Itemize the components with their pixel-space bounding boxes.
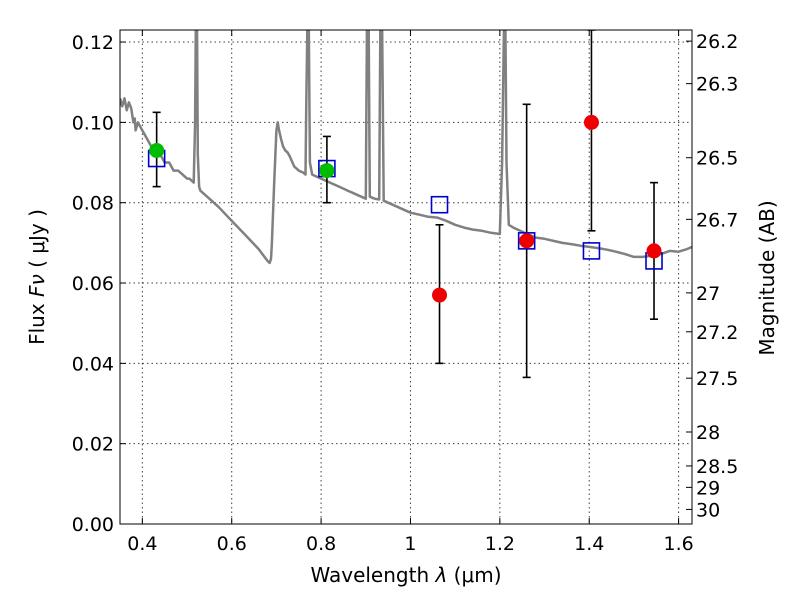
y2-tick-label: 29 (696, 477, 720, 499)
x-tick-label: 1 (404, 533, 416, 555)
grid (120, 30, 692, 525)
y2-axis-label: Magnitude (AB) (755, 200, 779, 355)
x-axis-label: Wavelength λ (μm) (310, 563, 501, 587)
y2-tick-label: 26.7 (696, 209, 738, 231)
y2-tick-label: 26.2 (696, 31, 738, 53)
x-tick-label: 1.6 (663, 533, 693, 555)
model-square-point (517, 232, 536, 250)
observed-point-red (432, 287, 448, 303)
y-axis-label: Flux Fν ( μJy ) (25, 209, 49, 345)
y-tick-label: 0.10 (72, 112, 114, 134)
spectrum-line (120, 30, 692, 265)
observed-point-red (519, 233, 535, 249)
y2-tick-label: 26.5 (696, 148, 738, 170)
x-tick-label: 0.6 (217, 533, 247, 555)
model-square-point (582, 242, 601, 260)
x-tick-label: 0.8 (306, 533, 336, 555)
y2-tick-label: 27.2 (696, 322, 738, 344)
y-tick-label: 0.12 (72, 32, 114, 54)
model-squares (147, 149, 663, 270)
model-square-point (430, 195, 449, 214)
plot-frame (119, 29, 693, 525)
observed-points (149, 114, 662, 303)
x-tick-label: 1.4 (574, 533, 604, 555)
y2-tick-label: 26.3 (696, 74, 738, 96)
y2-tick-label: 28.5 (696, 456, 738, 478)
y-tick-label: 0.04 (72, 353, 114, 375)
x-tick-label: 1.2 (485, 533, 515, 555)
y-tick-label: 0.08 (72, 193, 114, 215)
y-tick-label: 0.02 (72, 434, 114, 456)
y2-tick-label: 27 (696, 283, 720, 305)
y-tick-label: 0.00 (72, 514, 114, 536)
axis-ticks (120, 30, 692, 525)
y2-tick-label: 30 (696, 499, 720, 521)
observed-point-green (319, 163, 335, 179)
x-tick-label: 0.4 (127, 533, 157, 555)
y2-tick-label: 28 (696, 422, 720, 444)
y2-tick-label: 27.5 (696, 368, 738, 390)
observed-point-red (646, 243, 662, 259)
y-tick-label: 0.06 (72, 273, 114, 295)
tick-labels: 0.4 0.6 0.8 1 1.2 1.4 1.6 0.00 0.02 0.04 0.06 0.08 0… (72, 31, 739, 555)
error-bars (152, 30, 659, 379)
observed-point-red (583, 114, 599, 130)
spectrum-line-group (120, 30, 692, 265)
observed-point-green (149, 142, 165, 158)
